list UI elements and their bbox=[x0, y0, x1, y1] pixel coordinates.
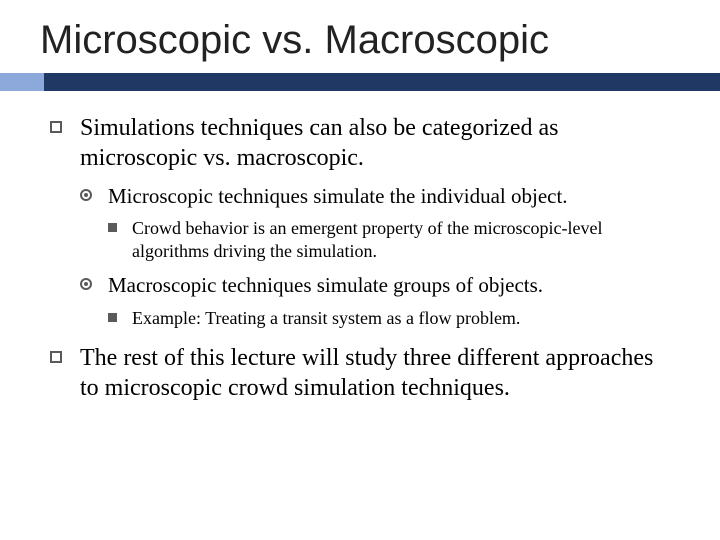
bullet-text: Crowd behavior is an emergent property o… bbox=[132, 218, 603, 261]
bullet-text: Microscopic techniques simulate the indi… bbox=[108, 184, 568, 208]
title-bar bbox=[0, 73, 720, 91]
slide-title: Microscopic vs. Macroscopic bbox=[0, 0, 720, 73]
bullet-l1: Simulations techniques can also be categ… bbox=[50, 113, 670, 329]
slide: Microscopic vs. Macroscopic Simulations … bbox=[0, 0, 720, 540]
bullet-l1: The rest of this lecture will study thre… bbox=[50, 343, 670, 403]
content-area: Simulations techniques can also be categ… bbox=[0, 91, 720, 403]
title-bar-accent bbox=[0, 73, 44, 91]
bullet-text: Macroscopic techniques simulate groups o… bbox=[108, 273, 543, 297]
bullet-l2: Microscopic techniques simulate the indi… bbox=[80, 183, 670, 262]
bullet-text: The rest of this lecture will study thre… bbox=[80, 345, 653, 401]
bullet-text: Example: Treating a transit system as a … bbox=[132, 308, 520, 328]
bullet-l2: Macroscopic techniques simulate groups o… bbox=[80, 272, 670, 329]
bullet-l3: Crowd behavior is an emergent property o… bbox=[108, 217, 670, 262]
bullet-l3: Example: Treating a transit system as a … bbox=[108, 307, 670, 330]
bullet-text: Simulations techniques can also be categ… bbox=[80, 115, 559, 171]
